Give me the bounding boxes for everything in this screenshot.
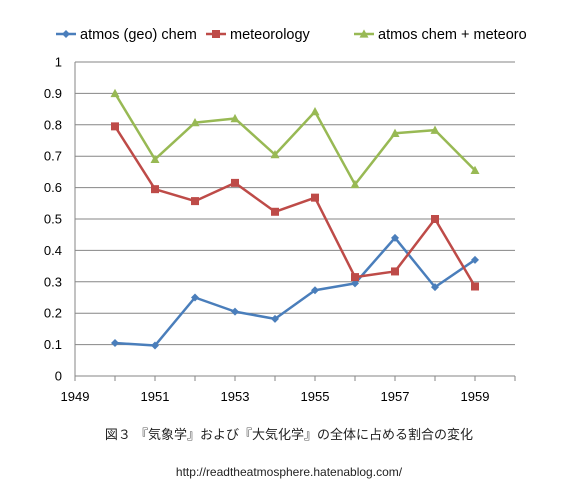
y-tick-label: 0.1 [44,337,62,352]
data-point [191,197,199,206]
data-point [62,30,70,38]
x-tick-label: 1953 [221,389,250,404]
data-point [471,255,479,264]
series-line-2 [113,92,476,186]
data-point [230,113,240,123]
x-tick-label: 1957 [381,389,410,404]
data-point [359,29,369,38]
data-point [350,179,360,189]
x-tick-label: 1949 [61,389,90,404]
data-point [150,154,160,164]
y-tick-label: 0.6 [44,180,62,195]
data-point [151,185,159,194]
data-point [151,341,159,350]
data-point [470,165,480,175]
series-layer [110,88,480,350]
data-point [310,107,320,116]
y-tick-label: 1 [55,55,62,70]
legend-label: meteorology [230,27,311,43]
line-chart: 00.10.20.30.40.50.60.70.80.91 1949 1951 19… [44,27,527,404]
x-tick-labels: 1949 1951 1953 1955 1957 1959 [61,389,490,404]
y-tick-label: 0.2 [44,306,62,321]
data-point [270,150,280,159]
data-point [311,193,319,202]
legend-label: atmos chem + meteoro [378,27,527,43]
figure-caption: 図３ 『気象学』および『大気化学』の全体に占める割合の変化 [104,428,474,443]
data-point [431,215,439,223]
y-tick-label: 0 [55,369,62,384]
data-point [391,233,399,242]
data-point [212,30,220,38]
source-url: http://readtheatmosphere.hatenablog.com/ [175,465,403,479]
data-point [190,118,200,127]
legend-label: atmos (geo) chem [80,27,197,43]
x-tick-label: 1951 [141,389,170,404]
data-point [471,282,479,291]
data-point [110,88,120,98]
data-point [271,314,279,323]
y-tick-label: 0.8 [44,117,62,132]
y-tick-label: 0.4 [44,243,62,258]
axes [74,62,516,381]
y-tick-labels: 0 0.1 0.2 0.3 0.4 0.5 0.6 0.7 0.8 0.9 1 [44,55,62,384]
data-point [231,178,239,187]
y-tick-label: 0.7 [44,149,62,164]
data-point [390,128,400,137]
data-point [271,207,279,216]
y-tick-label: 0.9 [44,86,62,101]
y-tick-label: 0.3 [44,274,62,289]
y-tick-label: 0.5 [44,212,62,227]
x-tick-label: 1955 [301,389,330,404]
data-point [431,283,439,292]
data-point [111,122,119,131]
x-tick-label: 1959 [461,389,490,404]
data-point [191,293,199,302]
data-point [311,286,319,295]
data-point [430,125,440,134]
data-point [111,339,119,348]
data-point [391,267,399,276]
series-line-0 [114,236,476,347]
gridlines [75,61,515,346]
series-line-1 [113,125,477,288]
data-point [351,273,359,282]
legend: atmos (geo) chem meteorology atmos chem + … [56,27,527,43]
data-point [351,279,359,288]
data-point [231,307,239,316]
